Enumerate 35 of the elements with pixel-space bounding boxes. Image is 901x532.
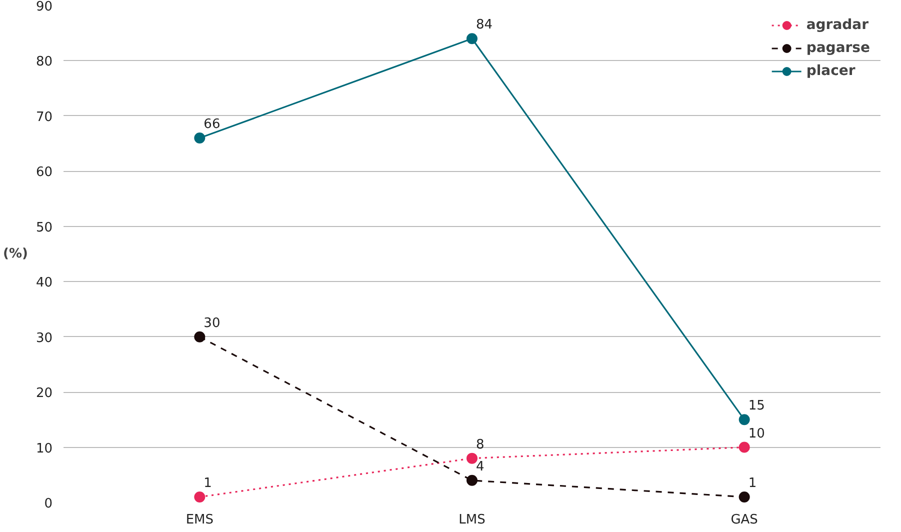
legend-label: placer (806, 63, 856, 79)
data-label: 15 (748, 398, 765, 414)
legend-label: pagarse (806, 40, 870, 56)
y-tick-label: 80 (36, 54, 53, 70)
y-tick-label: 50 (36, 220, 53, 236)
data-label: 8 (476, 437, 484, 452)
data-label: 1 (748, 476, 757, 491)
data-label: 84 (476, 18, 493, 33)
point (194, 331, 206, 342)
point (466, 474, 478, 486)
point (194, 132, 206, 144)
x-tick-label: EMS (186, 512, 214, 528)
data-label: 1 (204, 476, 212, 491)
y-tick-label: 40 (36, 276, 53, 291)
y-axis-title: (%) (3, 246, 28, 262)
y-tick-label: 20 (36, 386, 53, 402)
y-tick-label: 10 (36, 441, 53, 456)
point (194, 491, 206, 502)
data-label: 4 (476, 459, 484, 474)
y-tick-label: 30 (36, 330, 53, 346)
x-tick-label: LMS (458, 512, 486, 528)
y-tick-label: 0 (44, 496, 53, 512)
legend-label: agradar (806, 17, 869, 33)
point (738, 442, 750, 453)
y-tick-label: 60 (36, 165, 53, 180)
data-label: 10 (748, 426, 765, 442)
point (738, 491, 750, 502)
data-label: 30 (204, 316, 220, 331)
x-tick-label: GAS (730, 512, 758, 528)
data-label: 66 (204, 117, 220, 132)
y-tick-label: 90 (36, 0, 53, 14)
point (466, 452, 478, 464)
point (738, 414, 750, 426)
y-tick-label: 70 (36, 110, 53, 125)
point (466, 33, 478, 44)
